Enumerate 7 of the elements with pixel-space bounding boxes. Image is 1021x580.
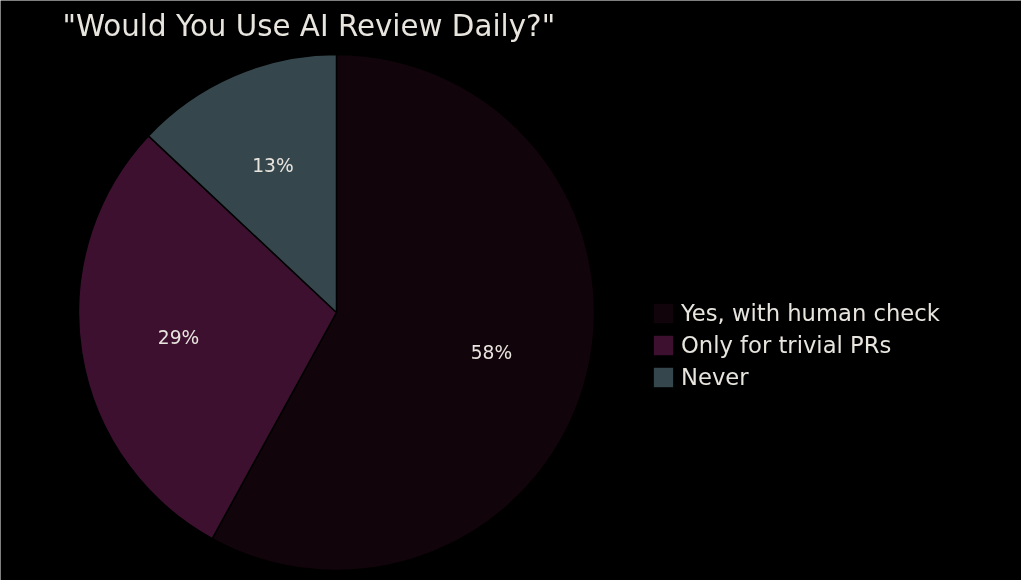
data-label: 29% bbox=[157, 327, 200, 349]
legend-label: Only for trivial PRs bbox=[681, 332, 892, 358]
data-label: 13% bbox=[252, 155, 294, 177]
legend-label: Never bbox=[681, 364, 749, 390]
data-label: 58% bbox=[470, 341, 513, 363]
chart-title: "Would You Use AI Review Daily?" bbox=[62, 8, 556, 43]
legend-label: Yes, with human check bbox=[681, 300, 940, 326]
